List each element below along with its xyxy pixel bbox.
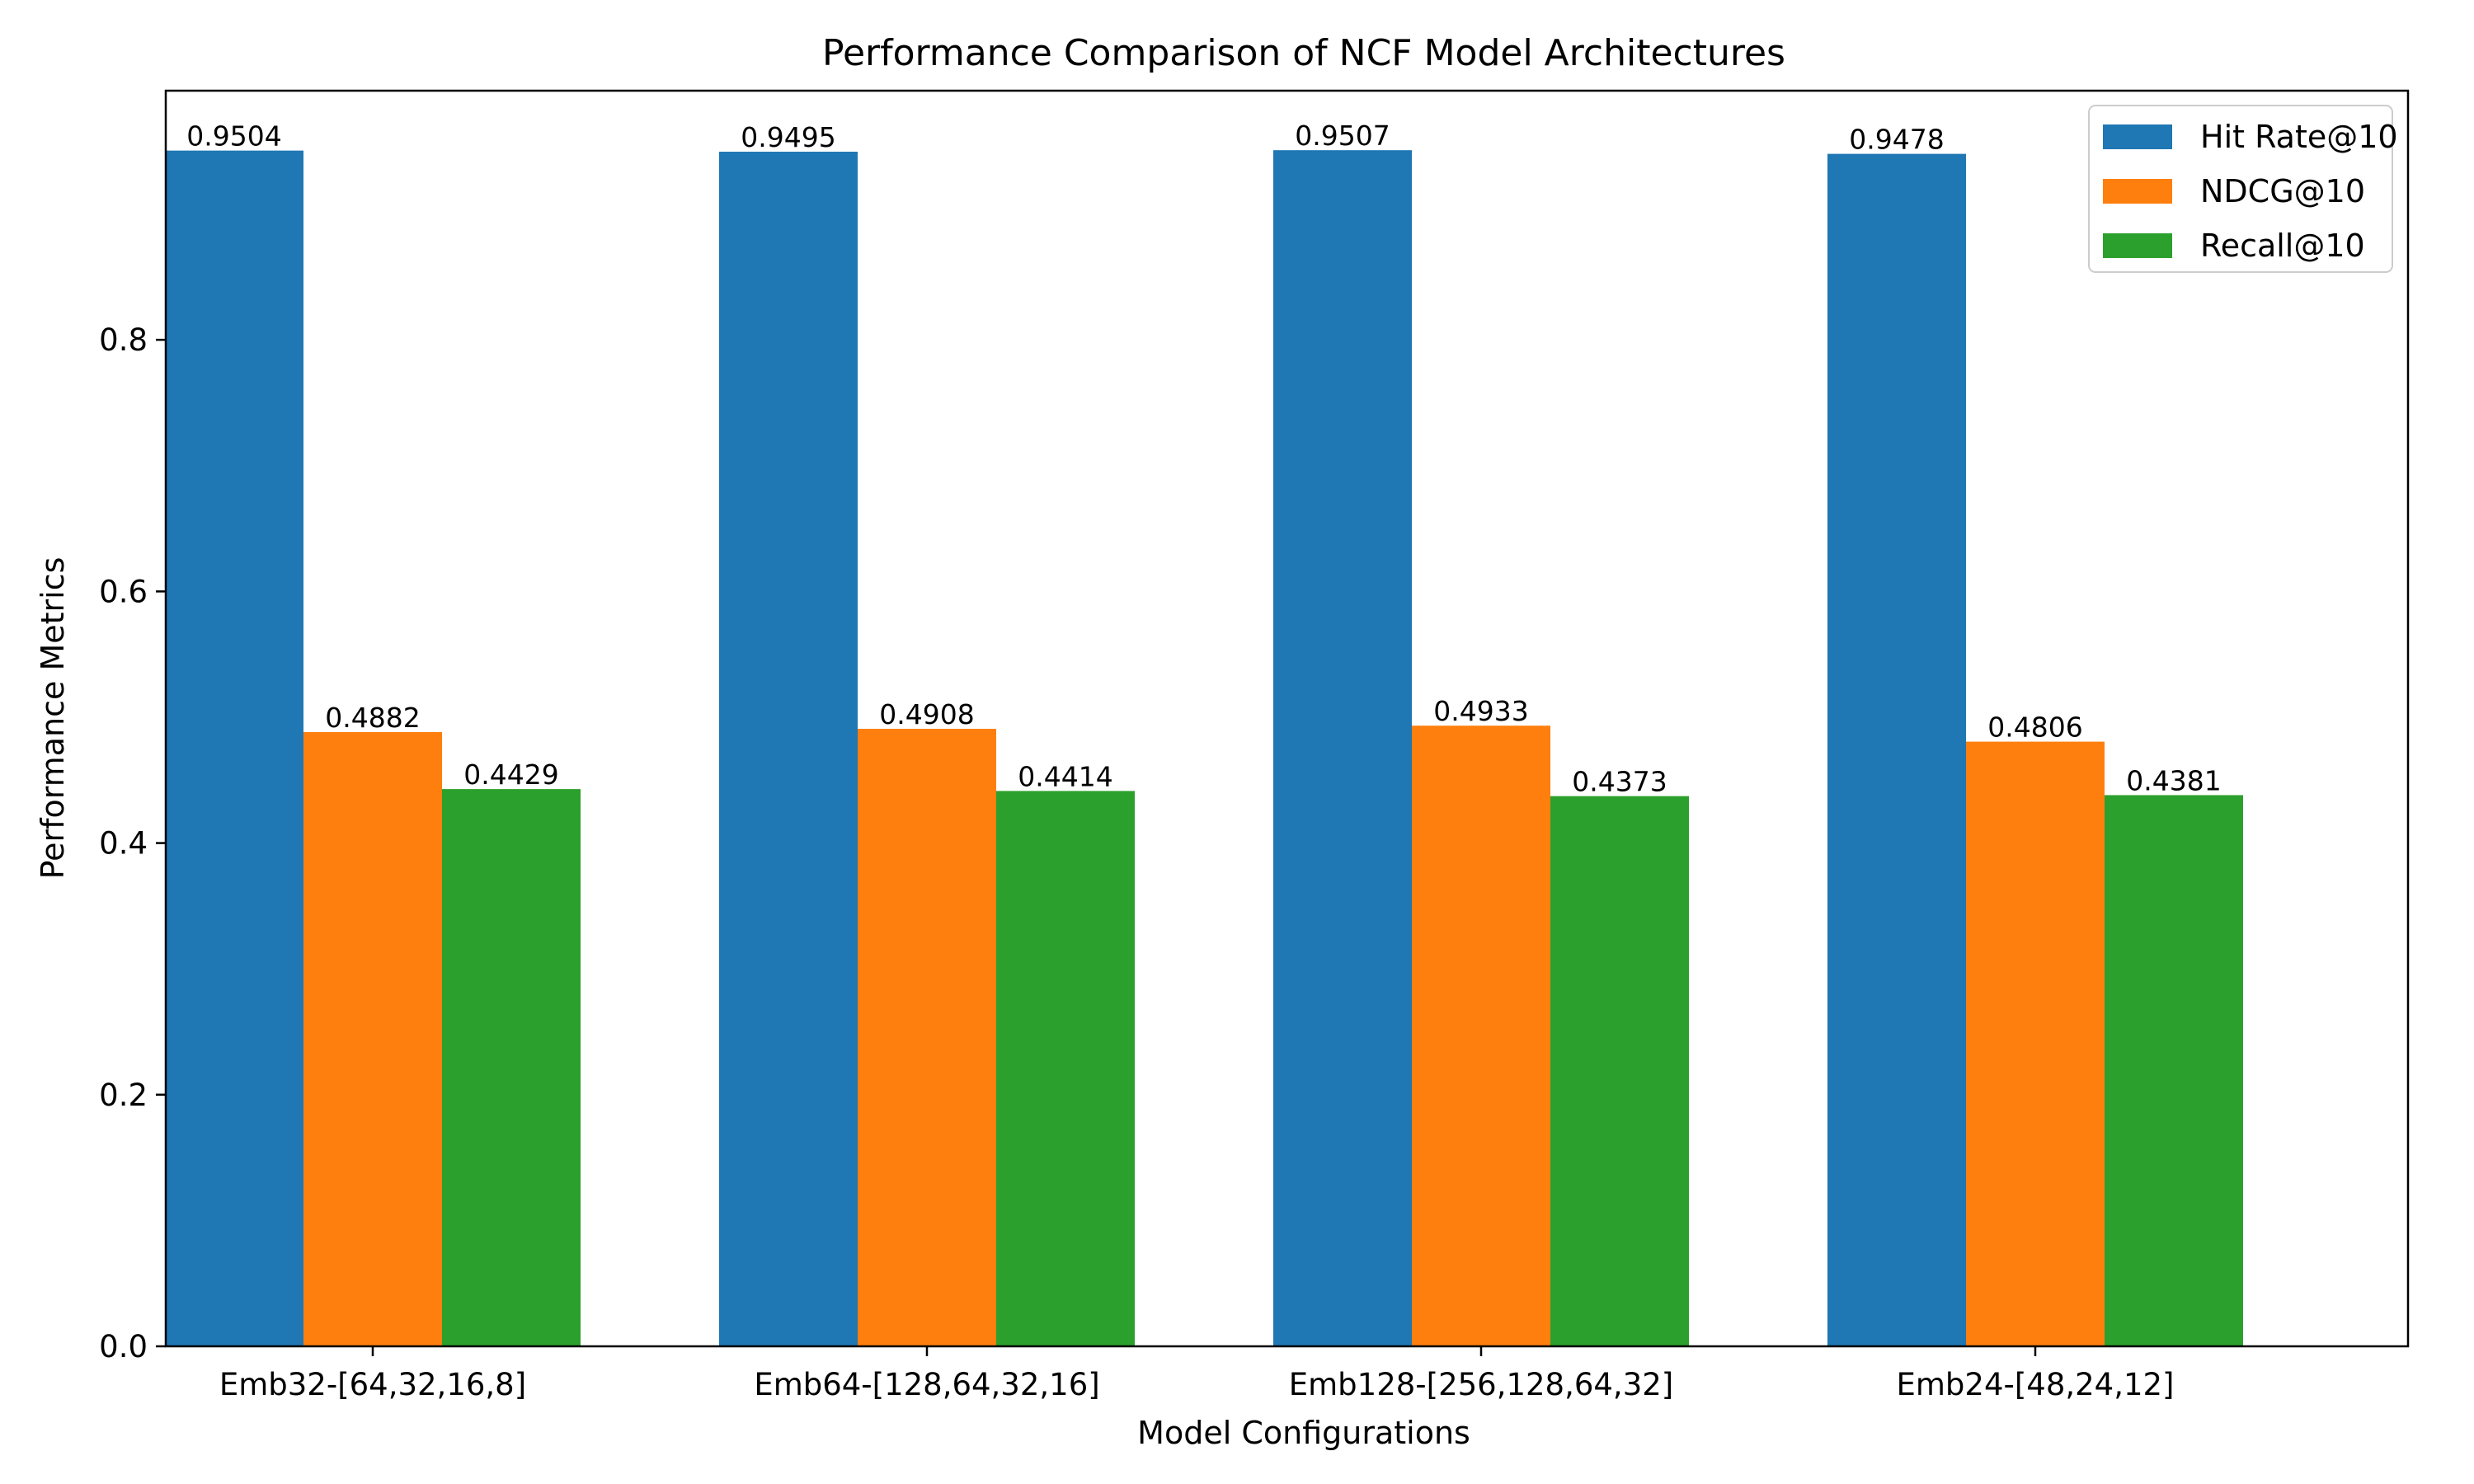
bar-series-0-cat-2 xyxy=(1273,150,1412,1347)
bar-data-label: 0.4908 xyxy=(879,698,974,730)
bar-data-label: 0.4806 xyxy=(1987,711,2082,744)
bar-series-0-cat-3 xyxy=(1827,153,1966,1347)
bar-series-2-cat-1 xyxy=(996,791,1135,1346)
bar-data-label: 0.9504 xyxy=(186,120,281,153)
plot-frame xyxy=(164,89,2410,1348)
x-axis-label: Model Configurations xyxy=(1137,1415,1470,1451)
bar-data-label: 0.9495 xyxy=(741,121,835,153)
bar-series-1-cat-2 xyxy=(1412,726,1550,1346)
bar-series-2-cat-2 xyxy=(1550,796,1689,1346)
bar-data-label: 0.9478 xyxy=(1849,124,1944,156)
chart-title: Performance Comparison of NCF Model Arch… xyxy=(822,32,1785,74)
bar-data-label: 0.4933 xyxy=(1433,695,1528,727)
bar-series-1-cat-1 xyxy=(858,729,996,1346)
y-tick-label: 0.0 xyxy=(99,1329,148,1364)
y-tick-label: 0.2 xyxy=(99,1078,148,1113)
legend-label: Hit Rate@10 xyxy=(2200,119,2398,155)
legend-swatch xyxy=(2103,233,2172,258)
bar-series-2-cat-0 xyxy=(442,789,581,1346)
bar-data-label: 0.4882 xyxy=(325,702,420,734)
y-tick-label: 0.8 xyxy=(99,322,148,358)
bar-data-label: 0.4381 xyxy=(2126,764,2221,796)
x-tick-label: Emb24-[48,24,12] xyxy=(1897,1367,2175,1402)
x-tick-label: Emb32-[64,32,16,8] xyxy=(219,1367,526,1402)
legend-swatch xyxy=(2103,124,2172,149)
bar-series-2-cat-3 xyxy=(2105,795,2243,1346)
y-tick-label: 0.6 xyxy=(99,574,148,609)
x-axis: Emb32-[64,32,16,8] Emb64-[128,64,32,16] Em… xyxy=(219,1346,2175,1402)
bar-series-0-cat-1 xyxy=(719,152,858,1346)
legend-swatch xyxy=(2103,179,2172,204)
legend-label: Recall@10 xyxy=(2200,228,2365,264)
bar-data-label: 0.9507 xyxy=(1295,120,1390,152)
bar-series-0-cat-0 xyxy=(165,150,303,1346)
bar-data-label: 0.4373 xyxy=(1572,766,1667,798)
legend-label: NDCG@10 xyxy=(2200,173,2365,209)
y-axis-label: Performance Metrics xyxy=(35,557,71,880)
y-tick-label: 0.4 xyxy=(99,826,148,862)
bars-layer xyxy=(165,150,2243,1347)
x-tick-label: Emb64-[128,64,32,16] xyxy=(754,1367,1099,1402)
legend-items: Hit Rate@10 NDCG@10 Recall@10 xyxy=(2103,119,2398,264)
bar-series-1-cat-0 xyxy=(303,731,442,1346)
bar-data-label: 0.4414 xyxy=(1018,760,1112,792)
bar-series-1-cat-3 xyxy=(1966,741,2105,1346)
x-tick-label: Emb128-[256,128,64,32] xyxy=(1289,1367,1673,1402)
legend: Hit Rate@10 NDCG@10 Recall@10 xyxy=(2088,105,2398,273)
bar-data-label: 0.4429 xyxy=(463,758,558,791)
y-axis: 0.0 0.2 0.4 0.6 0.8 xyxy=(99,322,166,1364)
bar-labels-layer: 0.9504 0.4882 0.4429 0.9495 0.4908 0.4414 0.95… xyxy=(186,120,2221,797)
